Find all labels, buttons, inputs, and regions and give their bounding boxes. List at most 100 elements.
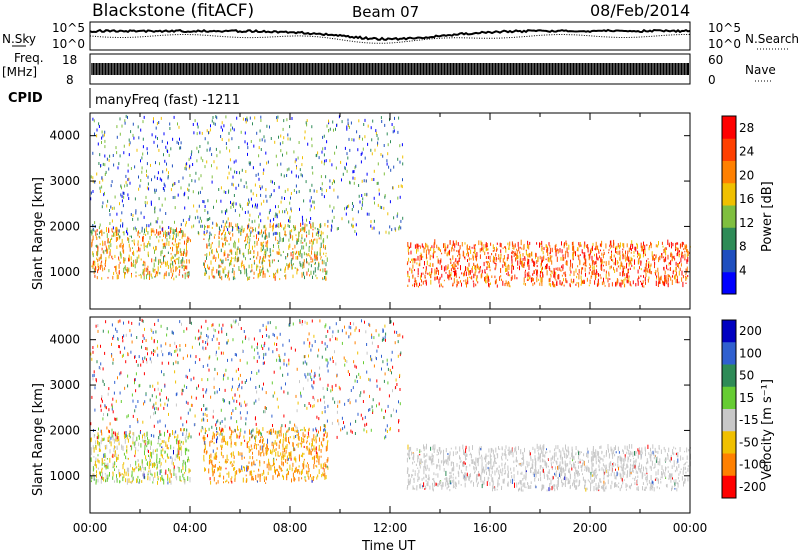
scatter-echo bbox=[260, 119, 262, 122]
range-gate-cell bbox=[686, 248, 688, 254]
scatter-echo bbox=[161, 139, 163, 143]
scatter-echo bbox=[390, 168, 392, 172]
range-gate-cell bbox=[445, 448, 447, 453]
range-gate-cell bbox=[128, 433, 130, 437]
range-gate-cell bbox=[164, 450, 166, 454]
range-gate-cell bbox=[646, 268, 648, 272]
range-gate-cell bbox=[495, 278, 497, 284]
range-gate-cell bbox=[109, 439, 111, 444]
scatter-echo bbox=[216, 223, 218, 227]
scatter-echo bbox=[198, 191, 199, 195]
scatter-echo bbox=[244, 131, 246, 135]
range-gate-cell bbox=[318, 263, 320, 268]
range-gate-cell bbox=[147, 270, 149, 275]
range-gate-cell bbox=[233, 270, 235, 276]
range-gate-cell bbox=[665, 279, 667, 285]
range-gate-cell bbox=[518, 246, 520, 252]
range-gate-cell bbox=[441, 485, 443, 490]
range-gate-cell bbox=[594, 280, 596, 285]
scatter-echo bbox=[198, 177, 200, 181]
range-gate-cell bbox=[460, 469, 462, 473]
range-gate-cell bbox=[286, 444, 288, 447]
scatter-echo bbox=[192, 123, 194, 126]
range-gate-cell bbox=[620, 473, 622, 480]
scatter-echo bbox=[282, 127, 284, 131]
range-gate-cell bbox=[511, 259, 513, 263]
scatter-echo bbox=[348, 123, 349, 127]
range-gate-cell bbox=[633, 266, 635, 270]
scatter-echo bbox=[287, 211, 289, 215]
scatter-echo bbox=[200, 174, 202, 178]
range-gate-cell bbox=[630, 284, 632, 287]
range-gate-cell bbox=[412, 264, 414, 269]
range-gate-cell bbox=[619, 254, 621, 261]
range-gate-cell bbox=[532, 278, 534, 282]
range-gate-cell bbox=[101, 265, 103, 269]
range-gate-cell bbox=[325, 475, 327, 480]
range-gate-cell bbox=[617, 464, 619, 468]
range-gate-cell bbox=[157, 477, 159, 481]
range-gate-cell bbox=[187, 456, 189, 461]
freq-band bbox=[91, 63, 689, 75]
range-gate-cell bbox=[216, 436, 218, 440]
range-gate-cell bbox=[453, 241, 455, 246]
range-gate-cell bbox=[481, 483, 483, 489]
range-gate-cell bbox=[568, 244, 570, 250]
scatter-echo bbox=[138, 187, 140, 191]
range-gate-cell bbox=[229, 249, 231, 253]
scatter-echo bbox=[165, 145, 167, 149]
range-gate-cell bbox=[160, 265, 162, 268]
range-gate-cell bbox=[599, 274, 601, 277]
range-gate-cell bbox=[125, 478, 127, 483]
range-gate-cell bbox=[533, 260, 535, 265]
range-gate-cell bbox=[307, 268, 309, 272]
range-gate-cell bbox=[671, 487, 672, 492]
range-gate-cell bbox=[617, 250, 619, 255]
range-gate-cell bbox=[509, 241, 511, 246]
range-gate-cell bbox=[187, 459, 188, 463]
range-gate-cell bbox=[535, 253, 536, 259]
range-gate-cell bbox=[220, 444, 222, 448]
range-gate-cell bbox=[142, 264, 144, 267]
range-gate-cell bbox=[129, 258, 130, 262]
range-gate-cell bbox=[311, 477, 313, 480]
range-gate-cell bbox=[156, 464, 158, 469]
range-gate-cell bbox=[449, 258, 451, 260]
scatter-echo bbox=[213, 121, 215, 125]
range-gate-cell bbox=[455, 258, 457, 262]
range-gate-cell bbox=[172, 272, 174, 275]
range-gate-cell bbox=[128, 457, 129, 460]
range-gate-cell bbox=[484, 251, 486, 256]
range-gate-cell bbox=[541, 458, 543, 463]
range-gate-cell bbox=[607, 444, 609, 450]
range-gate-cell bbox=[263, 241, 265, 244]
velocity-heatmap bbox=[90, 318, 691, 492]
range-gate-cell bbox=[419, 282, 420, 286]
range-gate-cell bbox=[187, 240, 189, 242]
scatter-echo bbox=[92, 176, 94, 180]
range-gate-cell bbox=[453, 278, 455, 284]
scatter-echo bbox=[386, 162, 388, 166]
range-gate-cell bbox=[321, 261, 323, 265]
scatter-echo bbox=[305, 121, 307, 125]
range-gate-cell bbox=[165, 262, 167, 267]
range-gate-cell bbox=[209, 251, 211, 256]
range-gate-cell bbox=[125, 434, 127, 438]
range-gate-cell bbox=[646, 478, 648, 483]
scatter-echo bbox=[162, 187, 164, 190]
scatter-echo bbox=[141, 166, 143, 170]
range-gate-cell bbox=[292, 462, 294, 467]
range-gate-cell bbox=[284, 231, 286, 234]
range-gate-cell bbox=[686, 254, 688, 257]
range-gate-cell bbox=[611, 448, 613, 455]
colorbar-tick-label: 8 bbox=[739, 240, 747, 254]
scatter-echo bbox=[240, 229, 242, 232]
range-gate-cell bbox=[593, 469, 595, 476]
range-gate-cell bbox=[303, 228, 305, 231]
range-gate-cell bbox=[115, 237, 117, 242]
range-gate-cell bbox=[130, 261, 132, 267]
range-gate-cell bbox=[150, 440, 152, 446]
range-gate-cell bbox=[453, 264, 455, 270]
range-gate-cell bbox=[223, 438, 225, 443]
range-gate-cell bbox=[212, 470, 214, 476]
